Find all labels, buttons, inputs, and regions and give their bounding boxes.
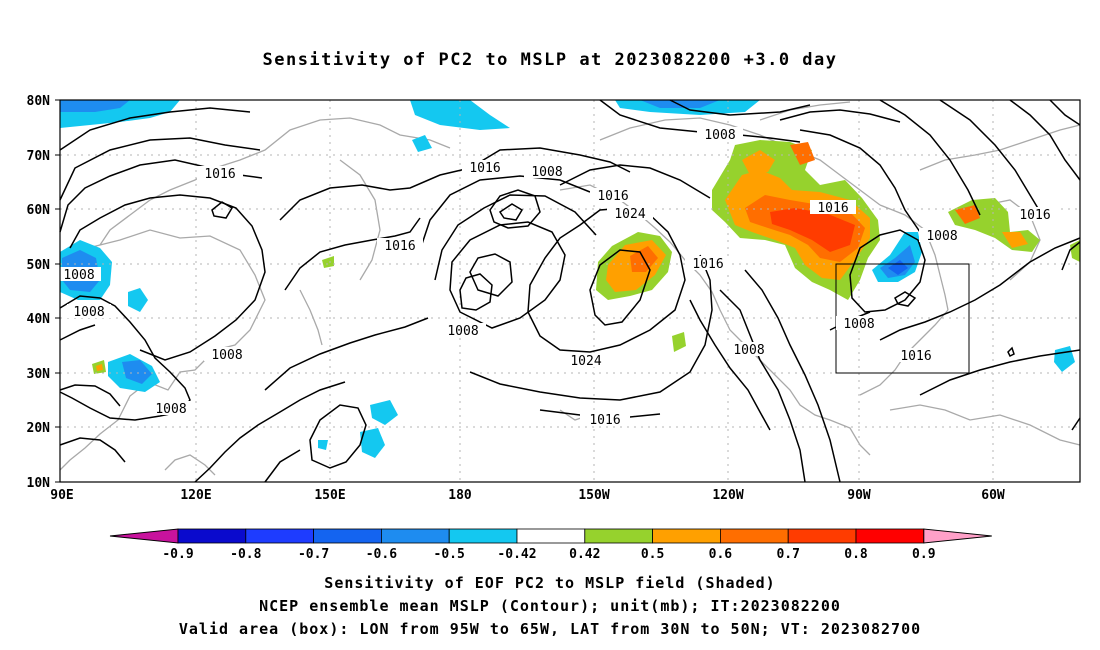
colorbar-tick-label: 0.9 <box>912 547 935 562</box>
contour-label: 1008 <box>63 268 94 283</box>
shade-negative <box>360 428 385 458</box>
colorbar-tick-label: -0.9 <box>162 547 193 562</box>
map-title: Sensitivity of PC2 to MSLP at 2023082200… <box>262 50 838 70</box>
caption-line-3: Valid area (box): LON from 95W to 65W, L… <box>178 620 922 638</box>
contour-label: 1016 <box>817 201 848 216</box>
axis-ticks <box>55 99 60 483</box>
contour-label: 1024 <box>570 354 601 369</box>
colorbar-tick-label: -0.7 <box>298 547 329 562</box>
lat-label: 60N <box>27 203 51 218</box>
mslp-contours <box>59 99 1081 483</box>
contour-label: 1016 <box>204 167 235 182</box>
plot-area <box>60 100 1080 482</box>
colorbar-tick-label: -0.5 <box>434 547 465 562</box>
colorbar-swatch <box>516 528 586 544</box>
shade-positive <box>770 208 855 252</box>
colorbar-arrow-left <box>109 528 179 544</box>
colorbar-swatch <box>652 528 721 544</box>
contour-label: 1008 <box>211 348 242 363</box>
lat-label: 40N <box>27 312 51 327</box>
colorbar-tick-label: 0.7 <box>776 547 799 562</box>
shade-negative <box>318 440 328 450</box>
shade-negative <box>880 245 915 278</box>
contour-label: 1008 <box>73 305 104 320</box>
lon-label: 120W <box>712 488 743 503</box>
contour-label: 1016 <box>1019 208 1050 223</box>
colorbar-arrow-right <box>923 528 992 544</box>
colorbar-swatch <box>787 528 857 544</box>
caption-line-2: NCEP ensemble mean MSLP (Contour); unit(… <box>259 597 841 615</box>
colorbar-swatch <box>380 528 450 544</box>
lon-label: 120E <box>180 488 211 503</box>
contour-label: 1008 <box>926 229 957 244</box>
longitude-labels: 90E 120E 150E 180 150W 120W 90W 60W <box>50 488 1005 503</box>
lon-label: 150W <box>578 488 609 503</box>
lon-label: 180 <box>448 488 472 503</box>
shade-positive <box>1070 240 1080 262</box>
contour-labels: 1016 1008 1016 1008 1016 1024 1016 1008 … <box>57 127 1058 428</box>
contour-label: 1008 <box>733 343 764 358</box>
shade-positive <box>1002 232 1028 248</box>
contour-label: 1016 <box>469 161 500 176</box>
contour-label: 1008 <box>447 324 478 339</box>
colorbar-swatch <box>177 528 247 544</box>
shade-negative <box>122 360 152 384</box>
shade-negative <box>128 288 148 312</box>
colorbar <box>109 528 992 544</box>
lat-label: 70N <box>27 149 51 164</box>
lat-label: 20N <box>27 421 51 436</box>
colorbar-tick-label: 0.5 <box>641 547 664 562</box>
contour-label: 1016 <box>384 239 415 254</box>
colorbar-swatch <box>448 528 518 544</box>
shade-positive <box>742 150 775 175</box>
colorbar-tick-label: -0.42 <box>497 547 536 562</box>
contour-label: 1008 <box>704 128 735 143</box>
contour-label: 1016 <box>597 189 628 204</box>
colorbar-swatch <box>584 528 653 544</box>
contour-label: 1008 <box>843 317 874 332</box>
contour-label: 1024 <box>614 207 645 222</box>
shade-positive <box>322 256 334 268</box>
lon-label: 150E <box>314 488 345 503</box>
latitude-labels: 80N 70N 60N 50N 40N 30N 20N 10N <box>27 94 51 491</box>
contour-label: 1016 <box>589 413 620 428</box>
sensitivity-shading <box>60 100 1080 458</box>
shade-negative <box>60 100 130 112</box>
colorbar-tick-label: 0.6 <box>709 547 733 562</box>
contour-label: 1016 <box>900 349 931 364</box>
shade-positive <box>672 332 686 352</box>
colorbar-labels: -0.9 -0.8 -0.7 -0.6 -0.5 -0.42 0.42 0.5 0.6 0.7 0.… <box>162 547 935 562</box>
colorbar-tick-label: 0.8 <box>844 547 868 562</box>
lon-label: 90E <box>50 488 73 503</box>
shade-negative <box>412 135 432 152</box>
colorbar-tick-label: 0.42 <box>569 547 600 562</box>
lat-label: 10N <box>27 476 51 491</box>
colorbar-tick-label: -0.6 <box>366 547 397 562</box>
lat-label: 30N <box>27 367 51 382</box>
shade-positive <box>955 205 980 224</box>
colorbar-swatch <box>245 528 315 544</box>
caption-line-1: Sensitivity of EOF PC2 to MSLP field (Sh… <box>324 574 776 592</box>
shade-positive <box>96 364 103 371</box>
contour-label: 1008 <box>155 402 186 417</box>
colorbar-swatch <box>855 528 925 544</box>
contour-label: 1008 <box>531 165 562 180</box>
lat-label: 80N <box>27 94 51 109</box>
plot-border <box>59 99 1081 483</box>
shade-positive <box>790 142 815 165</box>
colorbar-swatch <box>720 528 789 544</box>
lat-label: 50N <box>27 258 51 273</box>
lon-label: 60W <box>981 488 1005 503</box>
shade-negative <box>640 100 720 108</box>
shade-negative <box>370 400 398 425</box>
contour-label: 1016 <box>692 257 723 272</box>
colorbar-swatch <box>313 528 382 544</box>
lon-label: 90W <box>847 488 871 503</box>
colorbar-tick-label: -0.8 <box>230 547 261 562</box>
